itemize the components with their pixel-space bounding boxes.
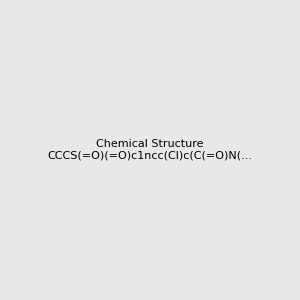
Text: Chemical Structure
CCCS(=O)(=O)c1ncc(Cl)c(C(=O)N(...: Chemical Structure CCCS(=O)(=O)c1ncc(Cl)… (47, 139, 253, 161)
